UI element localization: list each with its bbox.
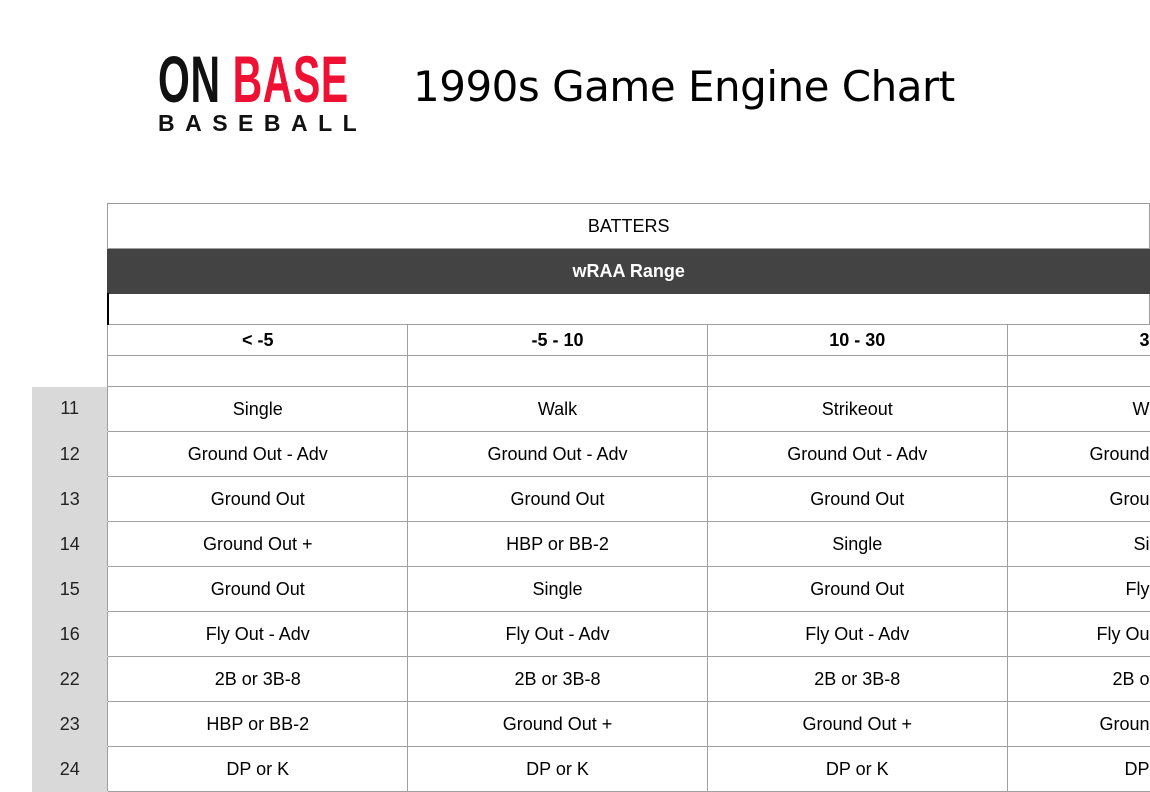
table-cell: Ground Out +: [107, 521, 409, 567]
table-cell: DP or K: [706, 746, 1008, 792]
table-cell: Ground Out - Adv: [107, 431, 409, 477]
row-label: 16: [32, 611, 108, 657]
empty-cell: [32, 294, 108, 325]
table-row: 22 2B or 3B-8 2B or 3B-8 2B or 3B-8 2B o: [32, 656, 1150, 702]
table-cell: Fly Ou: [1006, 611, 1150, 657]
table-cell: Fly: [1006, 566, 1150, 612]
table-cell: Ground Out - Adv: [407, 431, 708, 477]
table-cell: Si: [1006, 521, 1150, 567]
table-cell: Fly Out - Adv: [407, 611, 708, 657]
table-row: < -5 -5 - 10 10 - 30 3: [32, 324, 1150, 356]
table-cell: DP or K: [107, 746, 409, 792]
table-row: BATTERS: [32, 203, 1150, 249]
table-row: wRAA Range: [32, 248, 1150, 294]
row-label: 11: [32, 386, 108, 432]
logo-tagline: BASEBALL: [158, 110, 368, 136]
row-label: 12: [32, 431, 108, 477]
table-row: 15 Ground Out Single Ground Out Fly: [32, 566, 1150, 612]
table-cell: Groun: [1006, 701, 1150, 747]
empty-cell: [1006, 355, 1150, 387]
table-cell: 2B or 3B-8: [706, 656, 1008, 702]
table-row: 13 Ground Out Ground Out Ground Out Grou: [32, 476, 1150, 522]
table-cell: Ground: [1006, 431, 1150, 477]
table-cell: HBP or BB-2: [107, 701, 409, 747]
table-cell: Walk: [407, 386, 708, 432]
empty-cell: [106, 293, 1150, 325]
table-cell: Ground Out +: [407, 701, 708, 747]
logo-wordmark: ON BASE: [158, 46, 348, 112]
page-title: 1990s Game Engine Chart: [413, 62, 955, 111]
empty-cell: [407, 355, 708, 387]
engine-table: BATTERS wRAA Range < -5 -5 - 10 10 - 30 3 11 Si…: [32, 203, 1150, 792]
group-header: BATTERS: [107, 203, 1150, 249]
logo-word: BASE: [232, 42, 349, 116]
table-row: 16 Fly Out - Adv Fly Out - Adv Fly Out - Ad…: [32, 611, 1150, 657]
table-row: [32, 355, 1150, 387]
table-cell: Single: [706, 521, 1008, 567]
empty-cell: [107, 355, 409, 387]
column-header: -5 - 10: [407, 324, 708, 356]
row-label: 24: [32, 746, 108, 792]
empty-cell: [32, 325, 108, 356]
column-header: 10 - 30: [706, 324, 1008, 356]
table-row: [32, 293, 1150, 325]
table-cell: Single: [407, 566, 708, 612]
table-cell: Single: [107, 386, 409, 432]
row-label: 13: [32, 476, 108, 522]
empty-cell: [32, 249, 108, 294]
empty-cell: [32, 356, 108, 387]
table-cell: Ground Out: [107, 566, 409, 612]
table-cell: 2B or 3B-8: [107, 656, 409, 702]
table-cell: Ground Out: [706, 566, 1008, 612]
table-cell: W: [1006, 386, 1150, 432]
row-label: 14: [32, 521, 108, 567]
table-cell: Ground Out - Adv: [706, 431, 1008, 477]
table-cell: 2B o: [1006, 656, 1150, 702]
table-row: 11 Single Walk Strikeout W: [32, 386, 1150, 432]
table-cell: Grou: [1006, 476, 1150, 522]
table-row: 14 Ground Out + HBP or BB-2 Single Si: [32, 521, 1150, 567]
row-label: 22: [32, 656, 108, 702]
table-row: 24 DP or K DP or K DP or K DP: [32, 746, 1150, 792]
column-header: 3: [1006, 324, 1150, 356]
table-cell: Fly Out - Adv: [107, 611, 409, 657]
table-cell: Strikeout: [706, 386, 1008, 432]
table-cell: DP: [1006, 746, 1150, 792]
row-label: 23: [32, 701, 108, 747]
subheader: wRAA Range: [107, 248, 1150, 294]
table-cell: Ground Out: [706, 476, 1008, 522]
empty-cell: [32, 204, 108, 249]
table-cell: DP or K: [407, 746, 708, 792]
table-cell: Ground Out +: [706, 701, 1008, 747]
table-cell: Ground Out: [107, 476, 409, 522]
table-row: 12 Ground Out - Adv Ground Out - Adv Ground…: [32, 431, 1150, 477]
table-cell: Ground Out: [407, 476, 708, 522]
column-header: < -5: [107, 324, 409, 356]
table-cell: Fly Out - Adv: [706, 611, 1008, 657]
row-label: 15: [32, 566, 108, 612]
empty-cell: [706, 355, 1008, 387]
logo-word: ON: [158, 42, 221, 116]
table-cell: HBP or BB-2: [407, 521, 708, 567]
table-row: 23 HBP or BB-2 Ground Out + Ground Out + Gro…: [32, 701, 1150, 747]
table-cell: 2B or 3B-8: [407, 656, 708, 702]
logo: ON BASE BASEBALL: [158, 46, 368, 137]
